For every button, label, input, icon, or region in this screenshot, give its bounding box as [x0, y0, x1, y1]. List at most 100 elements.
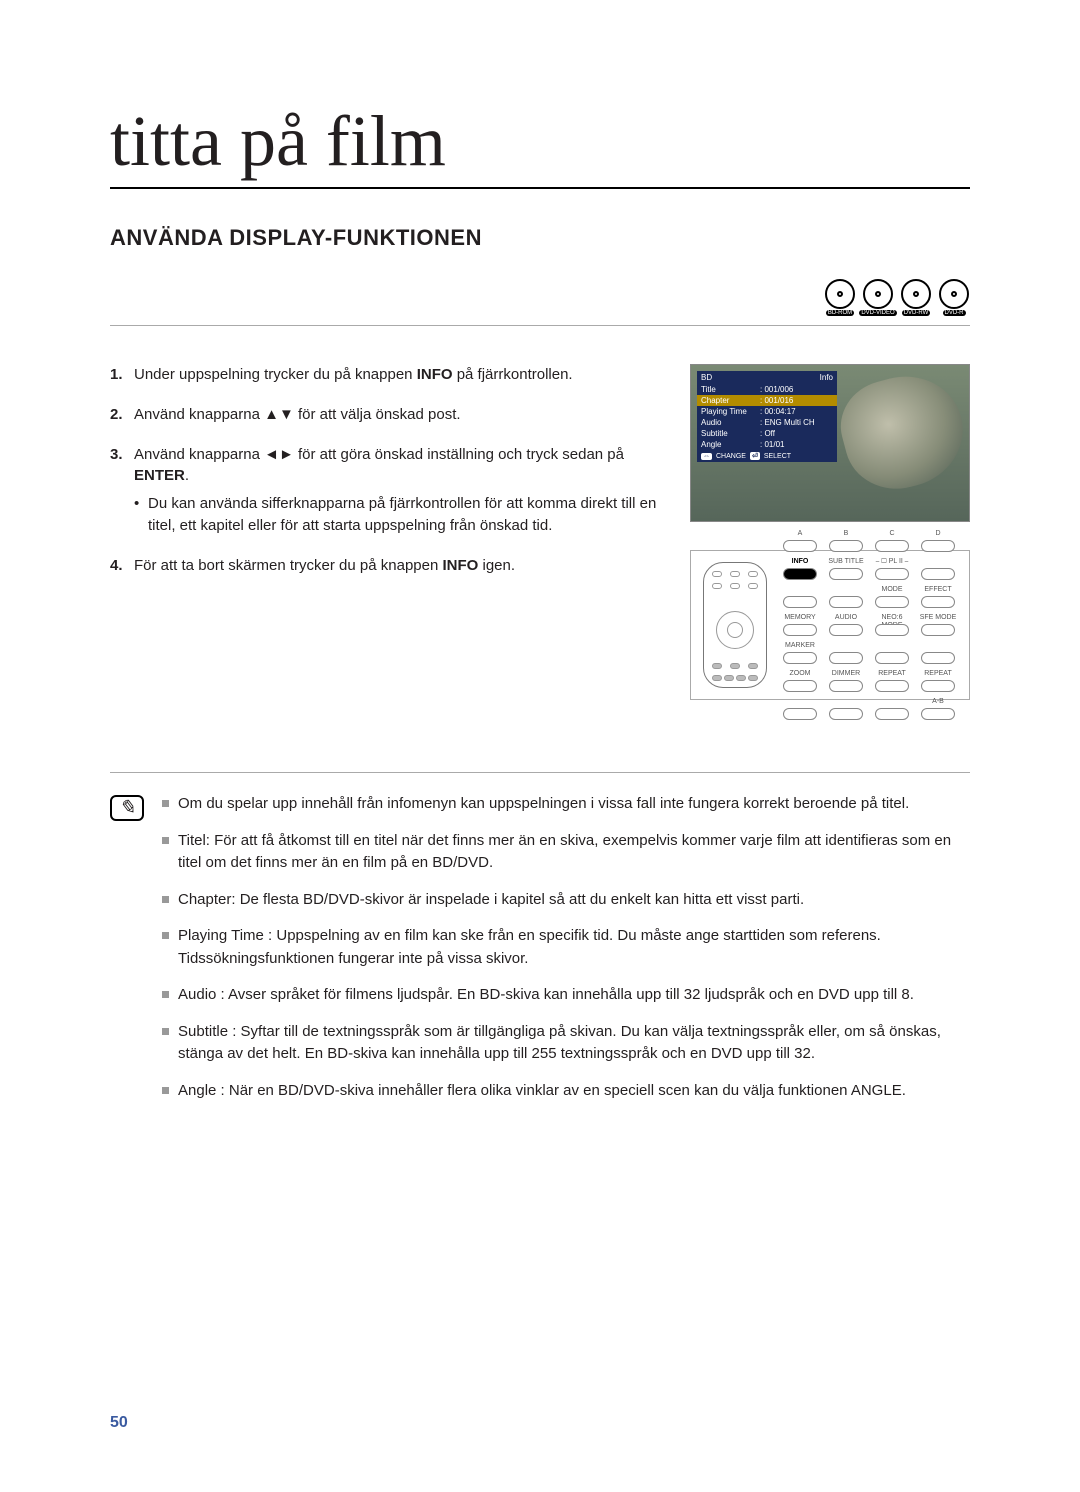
remote-button: C — [873, 530, 911, 552]
remote-button: A — [781, 530, 819, 552]
remote-button — [781, 698, 819, 720]
notes-list: Om du spelar upp innehåll från infomenyn… — [162, 793, 970, 1116]
remote-button-label: A-B — [932, 698, 944, 706]
remote-button-pill — [829, 708, 863, 720]
remote-button-pill — [921, 540, 955, 552]
remote-button-label: ⎯ ▢ PL II ⎯ — [876, 558, 909, 566]
note-item: Subtitle : Syftar till de textningsspråk… — [162, 1021, 970, 1066]
remote-button-pill — [829, 568, 863, 580]
remote-button: REPEAT — [873, 670, 911, 692]
remote-button: ZOOM — [781, 670, 819, 692]
disc-icon-dvdvideo: DVD-VIDEO — [862, 279, 894, 319]
step-1: Under uppspelning trycker du på knappen … — [110, 364, 666, 386]
remote-button-label: NEO:6 MODE — [873, 614, 911, 622]
remote-button-label: REPEAT — [924, 670, 952, 678]
osd-header-left: BD — [701, 373, 712, 382]
osd-row-value: : 001/006 — [760, 385, 793, 394]
remote-button: MEMORY — [781, 614, 819, 636]
note-item: Audio : Avser språket för filmens ljudsp… — [162, 984, 970, 1007]
remote-button — [919, 642, 957, 664]
remote-button-pill — [921, 568, 955, 580]
remote-button-label: AUDIO — [835, 614, 857, 622]
remote-button-pill — [875, 540, 909, 552]
disc-icon-bdrom: BD-ROM — [824, 279, 856, 319]
remote-button-label: DIMMER — [832, 670, 860, 678]
remote-button-pill — [783, 652, 817, 664]
note-item: Titel: För att få åtkomst till en titel … — [162, 830, 970, 875]
remote-button-pill — [875, 708, 909, 720]
osd-row-key: Playing Time — [701, 407, 756, 416]
remote-button-label: SFE MODE — [920, 614, 957, 622]
seal-image — [831, 364, 970, 501]
note-item: Om du spelar upp innehåll från infomenyn… — [162, 793, 970, 816]
remote-button-pill — [921, 624, 955, 636]
osd-header: BD Info — [697, 371, 837, 384]
step-4-text-post: igen. — [478, 557, 515, 574]
step-1-text-pre: Under uppspelning trycker du på knappen — [134, 366, 417, 383]
remote-button-pill — [875, 680, 909, 692]
remote-button: A-B — [919, 698, 957, 720]
remote-button-pill — [829, 540, 863, 552]
section-title: ANVÄNDA DISPLAY-FUNKTIONEN — [110, 225, 970, 251]
remote-button-pill — [783, 680, 817, 692]
osd-footer: ⇔CHANGE ⏎SELECT — [697, 450, 837, 462]
note-item: Playing Time : Uppspelning av en film ka… — [162, 925, 970, 970]
remote-button-label: REPEAT — [878, 670, 906, 678]
remote-button: B — [827, 530, 865, 552]
remote-button — [781, 586, 819, 608]
osd-screenshot: BD Info Title: 001/006Chapter: 001/016Pl… — [690, 364, 970, 522]
remote-button-label: MODE — [882, 586, 903, 594]
remote-button: AUDIO — [827, 614, 865, 636]
figures: BD Info Title: 001/006Chapter: 001/016Pl… — [690, 364, 970, 700]
remote-button-pill — [783, 624, 817, 636]
remote-button: MODE — [873, 586, 911, 608]
step-4-bold: INFO — [442, 557, 478, 574]
select-badge-icon: ⏎ — [750, 452, 760, 460]
remote-button — [873, 642, 911, 664]
remote-button-pill — [829, 596, 863, 608]
osd-info-panel: BD Info Title: 001/006Chapter: 001/016Pl… — [697, 371, 837, 462]
step-1-bold: INFO — [417, 366, 453, 383]
osd-row: Audio : ENG Multi CH — [697, 417, 837, 428]
remote-button: NEO:6 MODE — [873, 614, 911, 636]
notes-section: ✎ Om du spelar upp innehåll från infomen… — [110, 772, 970, 1116]
remote-dpad-icon — [716, 611, 754, 649]
note-item: Angle : När en BD/DVD-skiva innehåller f… — [162, 1080, 970, 1103]
step-3-bold: ENTER — [134, 467, 185, 484]
steps: Under uppspelning trycker du på knappen … — [110, 364, 666, 700]
remote-illustration: ABCDINFOSUB TITLE⎯ ▢ PL II ⎯MODEEFFECTME… — [690, 550, 970, 700]
osd-row-key: Angle — [701, 440, 756, 449]
remote-button-pill — [829, 624, 863, 636]
remote-button-pill — [875, 596, 909, 608]
osd-row: Playing Time: 00:04:17 — [697, 406, 837, 417]
remote-button — [873, 698, 911, 720]
remote-button — [827, 586, 865, 608]
osd-row-value: : ENG Multi CH — [760, 418, 815, 427]
remote-button-pill — [921, 596, 955, 608]
chapter-title: titta på film — [110, 100, 970, 189]
remote-button: SFE MODE — [919, 614, 957, 636]
remote-button: MARKER — [781, 642, 819, 664]
osd-footer-change: CHANGE — [716, 453, 746, 460]
page: titta på film ANVÄNDA DISPLAY-FUNKTIONEN… — [0, 0, 1080, 1492]
osd-row-value: : 01/01 — [760, 440, 784, 449]
remote-button-grid: ABCDINFOSUB TITLE⎯ ▢ PL II ⎯MODEEFFECTME… — [781, 530, 957, 720]
step-3: Använd knapparna ◄► för att göra önskad … — [110, 444, 666, 537]
disc-icon-dvdrw: DVD-RW — [900, 279, 932, 319]
osd-row-key: Audio — [701, 418, 756, 427]
remote-button-pill — [921, 652, 955, 664]
remote-button-label: EFFECT — [924, 586, 951, 594]
remote-button-label: D — [935, 530, 940, 538]
disc-type-icons: BD-ROM DVD-VIDEO DVD-RW DVD-R — [110, 279, 970, 319]
remote-button-label: MARKER — [785, 642, 815, 650]
step-3-text-post: . — [185, 467, 189, 484]
remote-button — [827, 698, 865, 720]
divider — [110, 325, 970, 326]
remote-button-pill — [875, 624, 909, 636]
remote-button: DIMMER — [827, 670, 865, 692]
osd-row: Title: 001/006 — [697, 384, 837, 395]
remote-button-label: SUB TITLE — [828, 558, 863, 566]
remote-button: ⎯ ▢ PL II ⎯ — [873, 558, 911, 580]
remote-button-pill — [783, 708, 817, 720]
remote-button-pill — [829, 680, 863, 692]
